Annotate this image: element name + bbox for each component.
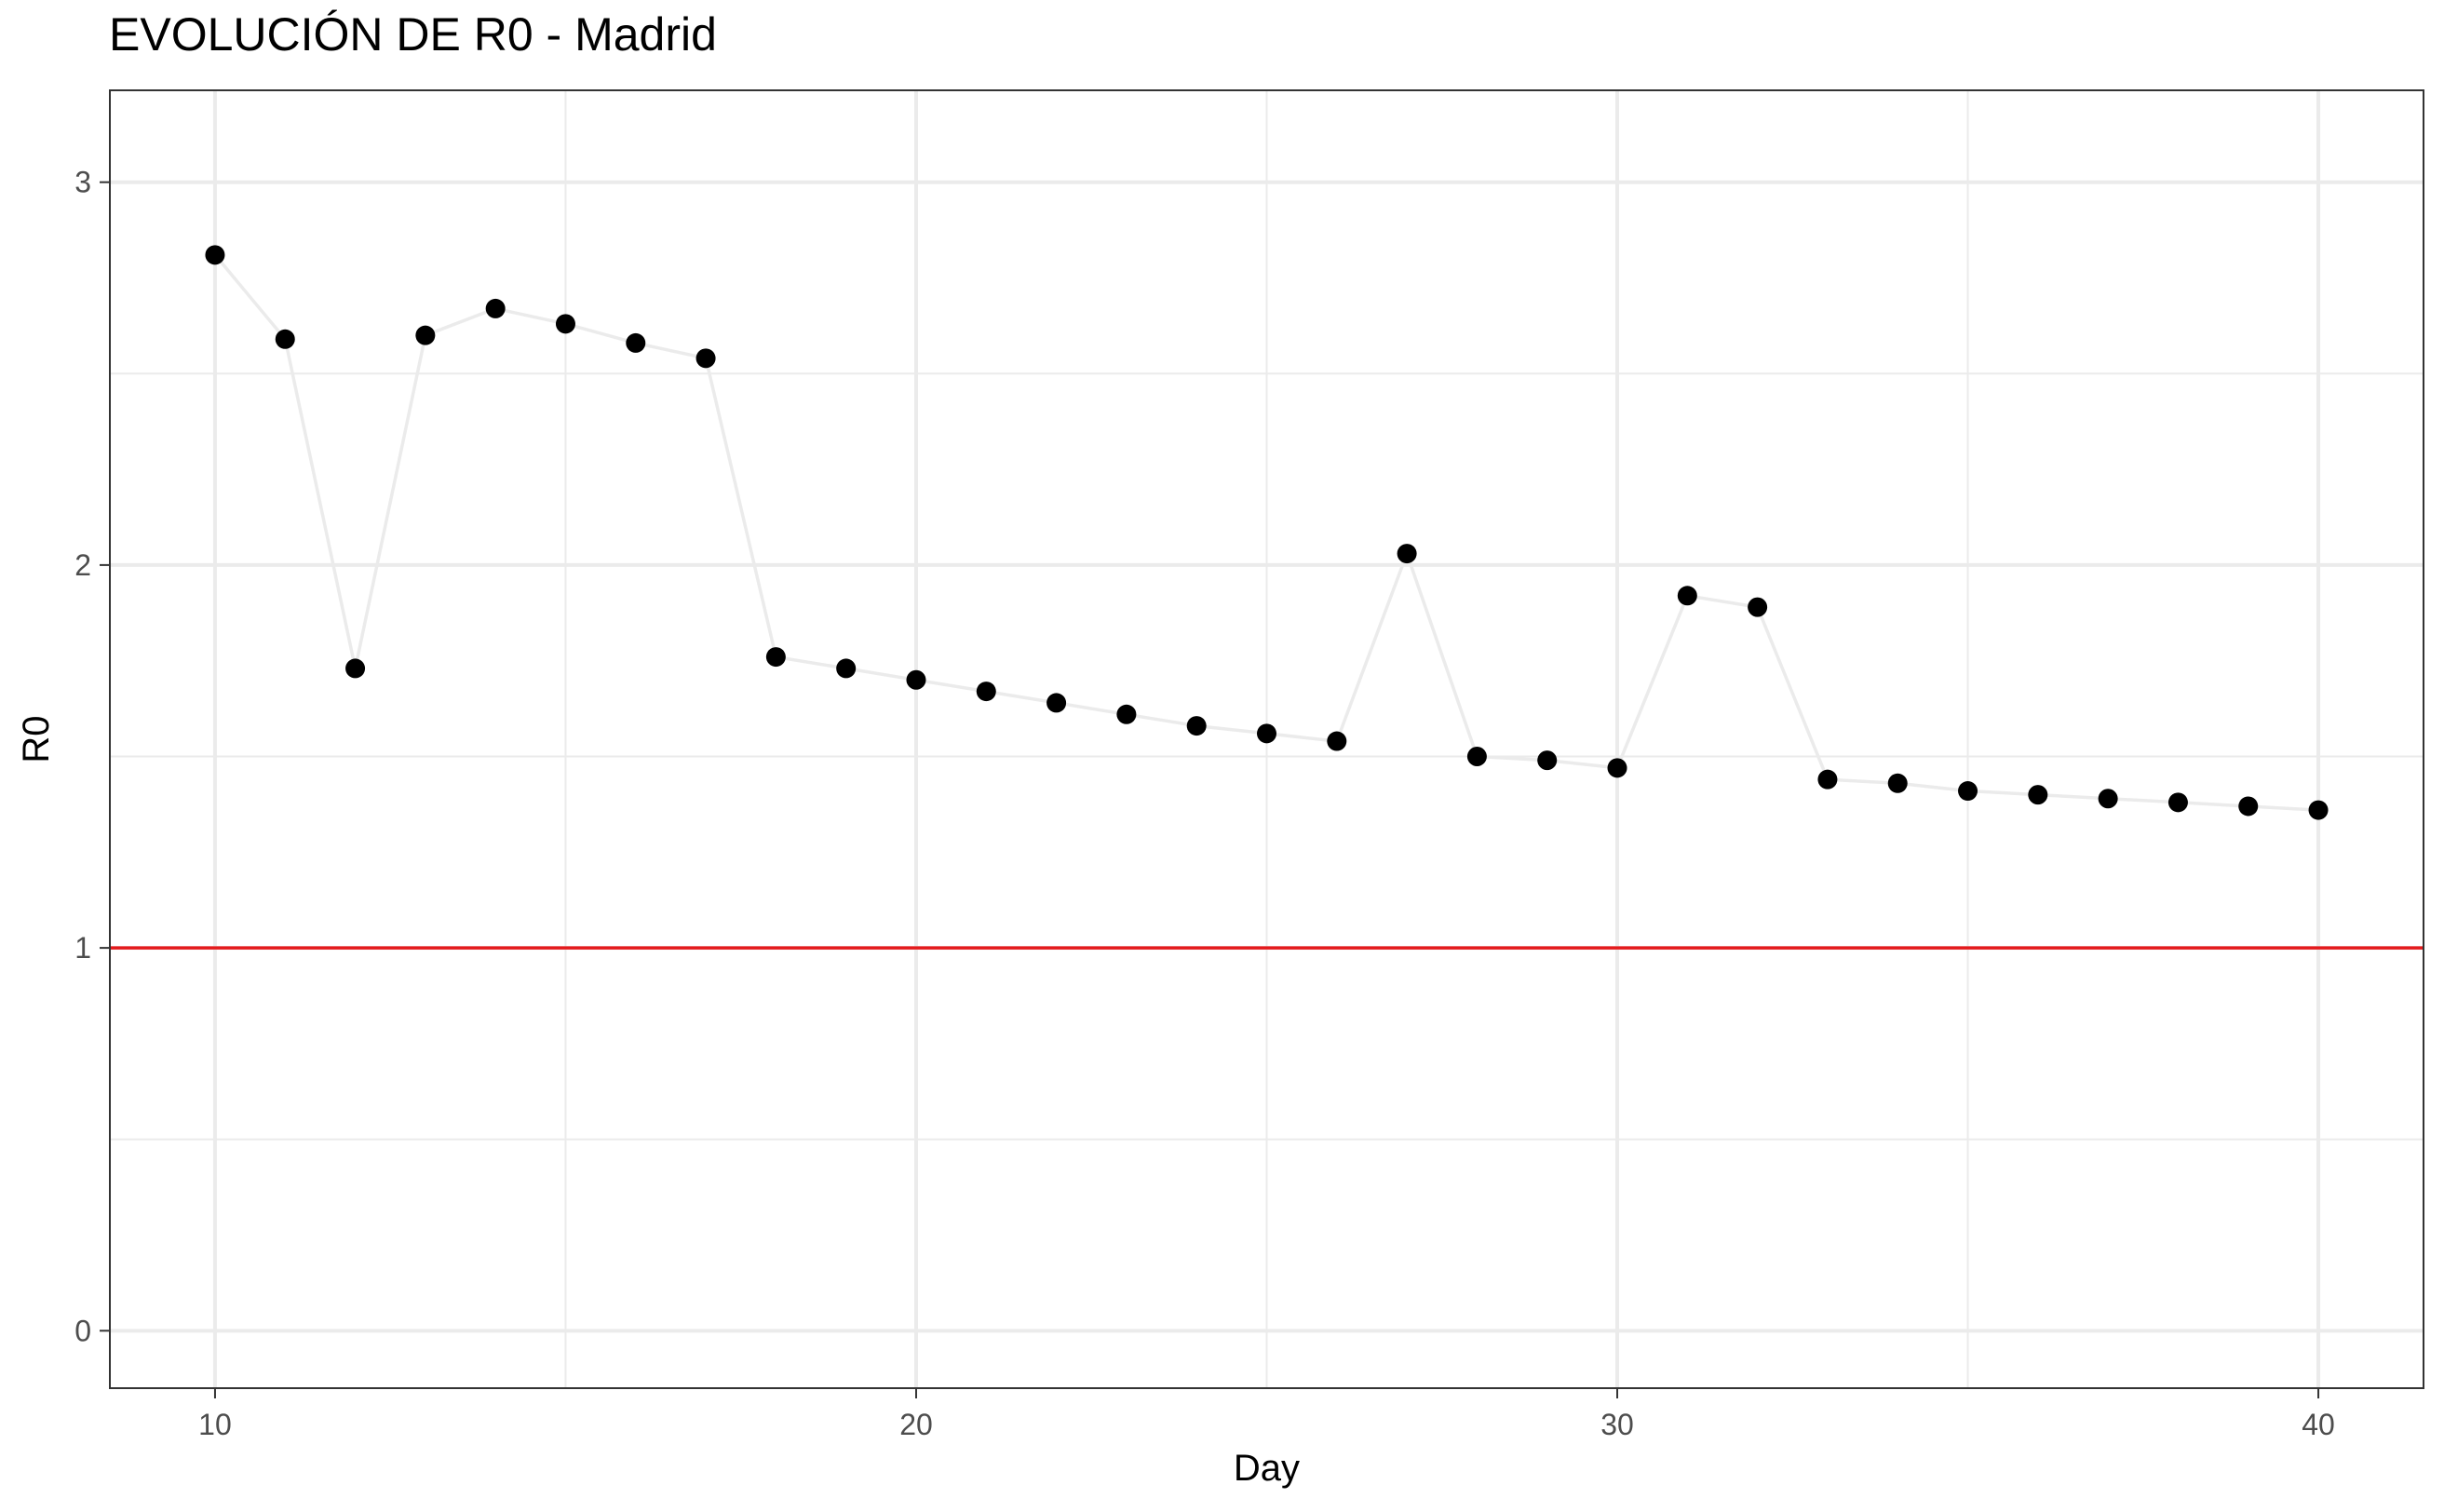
- data-point: [695, 348, 716, 369]
- data-point: [1887, 773, 1908, 793]
- data-point: [626, 332, 646, 353]
- data-point: [1817, 769, 1838, 790]
- x-axis-label: Day: [1234, 1448, 1300, 1489]
- x-tick-label: 20: [899, 1408, 933, 1441]
- data-point: [1046, 693, 1067, 713]
- data-point: [1186, 716, 1207, 736]
- data-point: [976, 682, 996, 702]
- data-point: [1397, 544, 1417, 564]
- y-axis-label: R0: [16, 715, 57, 763]
- y-tick-label: 0: [74, 1314, 91, 1347]
- plot-panel-border: [109, 89, 2424, 1389]
- points-layer: [205, 245, 2329, 820]
- x-tick-label: 40: [2302, 1408, 2335, 1441]
- x-tick-label: 10: [198, 1408, 232, 1441]
- grid-layer: [110, 90, 2424, 1388]
- data-point: [205, 245, 225, 265]
- chart-title: EVOLUCIÓN DE R0 - Madrid: [109, 8, 717, 61]
- data-point: [1958, 781, 1978, 802]
- data-point: [555, 314, 575, 334]
- data-point: [2098, 789, 2118, 809]
- data-point: [765, 647, 786, 668]
- y-tick-label: 3: [74, 166, 91, 199]
- data-point: [2028, 785, 2048, 805]
- data-point: [1537, 750, 1558, 771]
- data-point: [1677, 586, 1697, 606]
- data-point: [1748, 597, 1768, 617]
- data-point: [906, 669, 926, 690]
- y-tick-label: 2: [74, 548, 91, 582]
- data-point: [2238, 796, 2259, 817]
- data-point: [1466, 747, 1487, 767]
- data-point: [1327, 731, 1347, 751]
- axis-layer: 10 20 30 40 0 1 2 3: [74, 166, 2335, 1441]
- data-point: [2167, 792, 2188, 813]
- data-point: [1257, 723, 1276, 744]
- data-point: [1116, 704, 1137, 724]
- data-point: [1607, 758, 1627, 778]
- x-tick-label: 30: [1600, 1408, 1634, 1441]
- data-point: [2308, 800, 2329, 820]
- y-tick-label: 1: [74, 931, 91, 965]
- data-point: [345, 658, 366, 679]
- data-point: [485, 298, 506, 318]
- data-point: [415, 325, 436, 345]
- data-point: [836, 658, 857, 679]
- data-point: [275, 329, 295, 349]
